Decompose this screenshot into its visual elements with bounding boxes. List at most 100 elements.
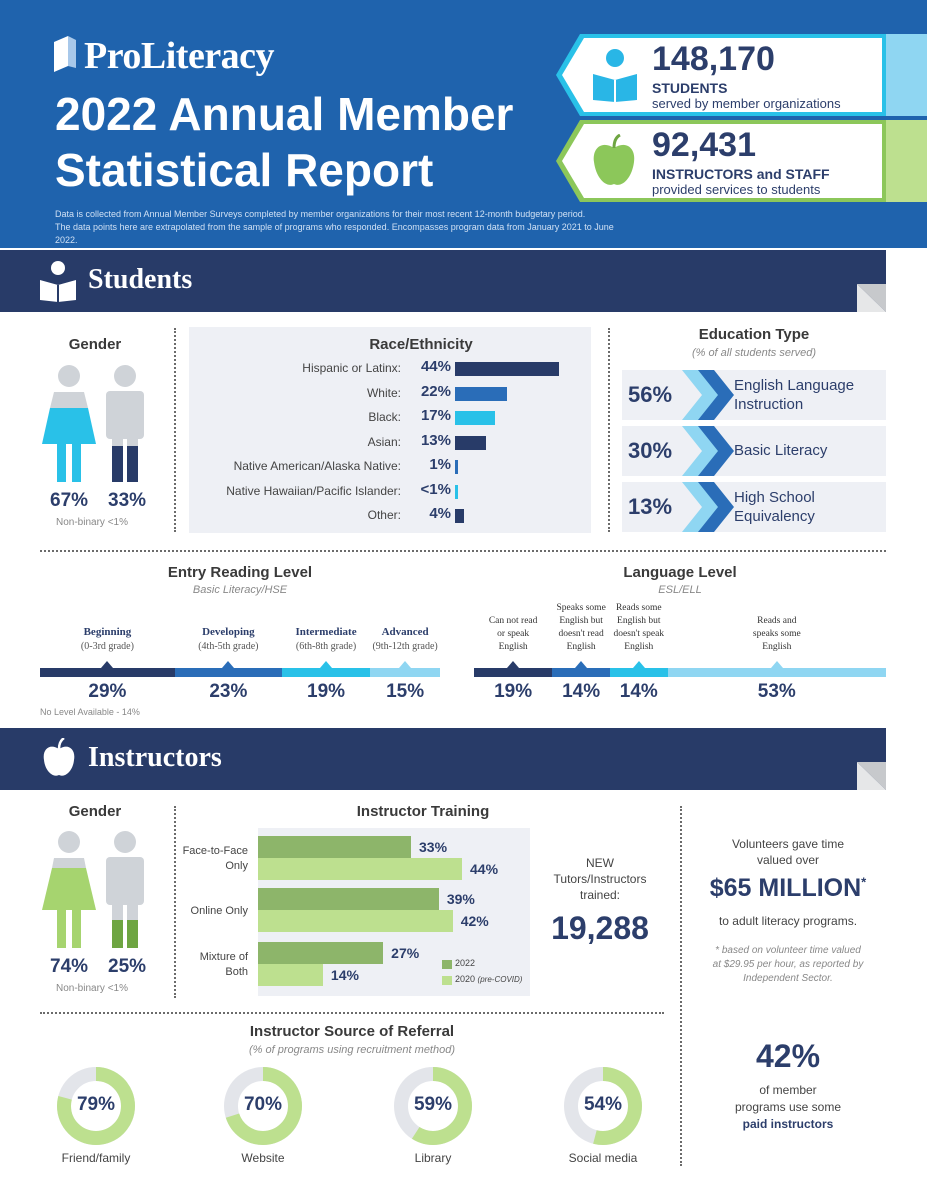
language-level-line: English but: [559, 616, 603, 626]
logo-book-icon: [54, 36, 76, 72]
reading-level-range: (4th-5th grade): [198, 641, 259, 652]
note-line-1: Data is collected from Annual Member Sur…: [55, 209, 586, 219]
referral-title: Instructor Source of Referral: [249, 1023, 455, 1040]
race-pct: 4%: [429, 505, 451, 522]
referral-pct: 59%: [413, 1094, 453, 1115]
language-level-line: Speaks some: [556, 603, 606, 613]
reading-level-pct: 15%: [386, 681, 425, 702]
training-row-label: Online Only: [168, 904, 248, 919]
race-pct: 13%: [420, 431, 451, 449]
instructors-section-band: Instructors: [0, 728, 886, 790]
referral-label: Website: [241, 1151, 285, 1165]
paid-line-3: paid instructors: [742, 1117, 834, 1131]
volunteer-footnote: * based on volunteer time valued at $29.…: [690, 944, 886, 986]
race-label: Other:: [367, 508, 401, 522]
language-level-pct: 14%: [619, 681, 658, 702]
training-bar-2020: [258, 964, 323, 986]
race-bar: [455, 411, 496, 425]
training-label-line-2: Only: [225, 860, 248, 872]
students-count: 148,170: [652, 40, 775, 78]
reading-level-name: Beginning: [83, 626, 132, 638]
reading-level-range: (9th-12th grade): [372, 641, 438, 652]
stat-card-frame: [556, 120, 927, 202]
language-level-bar: [552, 668, 610, 677]
new-trained-line-1: NEW: [586, 856, 614, 870]
divider: [608, 328, 610, 532]
race-bar: [455, 460, 458, 474]
language-level-subtitle: ESL/ELL: [658, 584, 702, 596]
referral-donut: [57, 1067, 135, 1145]
race-pct: <1%: [420, 480, 451, 498]
legend-2020-year: 2020: [455, 974, 476, 984]
male-figure-icon: [106, 831, 144, 948]
pointer-marker: [101, 661, 114, 668]
training-pct-2022: 27%: [391, 945, 420, 961]
no-level-note: No Level Available - 14%: [40, 707, 140, 717]
referral-donut: [224, 1067, 302, 1145]
instructor-training-title: Instructor Training: [356, 803, 490, 820]
language-level-line: doesn't read: [558, 629, 604, 639]
student-nonbinary-note: Non-binary <1%: [56, 517, 128, 528]
logo-text: ProLiteracy: [84, 35, 275, 77]
training-label-line-2: Both: [225, 966, 248, 978]
pointer-marker: [507, 661, 520, 668]
instructors-count: 92,431: [652, 126, 756, 164]
reading-student-icon: [593, 49, 637, 102]
race-row: Native American/Alaska Native: 1%: [189, 456, 589, 478]
referral-pct: 70%: [243, 1094, 283, 1115]
divider: [680, 806, 682, 1166]
language-level-line: English: [498, 642, 528, 652]
reading-level-pct: 29%: [88, 681, 127, 702]
reading-level-pct: 23%: [209, 681, 248, 702]
divider: [40, 550, 886, 552]
race-row: Black: 17%: [189, 407, 589, 429]
legend-2022-swatch: [442, 960, 452, 969]
training-pct-2020: 14%: [330, 967, 359, 983]
reading-level-bar: [281, 668, 371, 677]
chevron-right-icon: [682, 482, 734, 532]
education-type-title: Education Type: [698, 326, 810, 343]
race-pct: 1%: [429, 456, 451, 473]
training-pct-2020: 42%: [460, 913, 489, 929]
referral-donut: [564, 1067, 642, 1145]
entry-reading-subtitle: Basic Literacy/HSE: [192, 584, 288, 596]
race-bar: [455, 386, 507, 401]
pointer-marker: [399, 661, 412, 668]
pointer-marker: [320, 661, 333, 668]
volunteer-foot-2: at $29.95 per hour, as reported by: [712, 959, 864, 970]
language-level-line: English: [566, 642, 596, 652]
entry-reading-title: Entry Reading Level: [167, 564, 313, 581]
education-type-label: English Language Instruction: [734, 376, 854, 414]
race-bar: [455, 362, 559, 376]
language-level-pct: 19%: [494, 681, 533, 702]
reading-level-range: (0-3rd grade): [80, 641, 134, 652]
paid-line-1: of member: [759, 1083, 817, 1097]
instructor-gender-title: Gender: [68, 803, 122, 820]
language-level-bar: [609, 668, 668, 677]
pointer-marker: [575, 661, 588, 668]
education-type-row: 30% Basic Literacy: [622, 426, 886, 476]
education-pct: 13%: [628, 494, 673, 519]
chevron-right-icon: [682, 426, 734, 476]
female-figure-icon: [42, 365, 96, 482]
race-pct: 17%: [420, 407, 451, 424]
race-label: White:: [366, 385, 401, 400]
training-label-line-1: Online Only: [190, 905, 248, 917]
students-section-band: Students: [0, 250, 886, 312]
race-label: Native American/Alaska Native:: [233, 459, 401, 473]
language-level-pct: 53%: [757, 681, 796, 702]
pointer-marker: [222, 661, 235, 668]
reading-level-bar: [174, 668, 282, 677]
female-figure-icon: [42, 831, 96, 948]
reading-level-pct: 19%: [307, 681, 346, 702]
language-level-line: or speak: [497, 629, 530, 639]
race-label: Black:: [368, 410, 401, 424]
training-bar-2020: [258, 910, 453, 932]
instructors-label: INSTRUCTORS and STAFF: [652, 166, 830, 182]
instructor-nonbinary-note: Non-binary <1%: [56, 983, 128, 994]
referral-donut: [394, 1067, 472, 1145]
volunteer-foot-1: * based on volunteer time valued: [715, 945, 861, 956]
race-bar: [455, 435, 486, 450]
training-label-line-1: Face-to-Face: [182, 845, 248, 857]
language-level-bar: [667, 668, 886, 677]
